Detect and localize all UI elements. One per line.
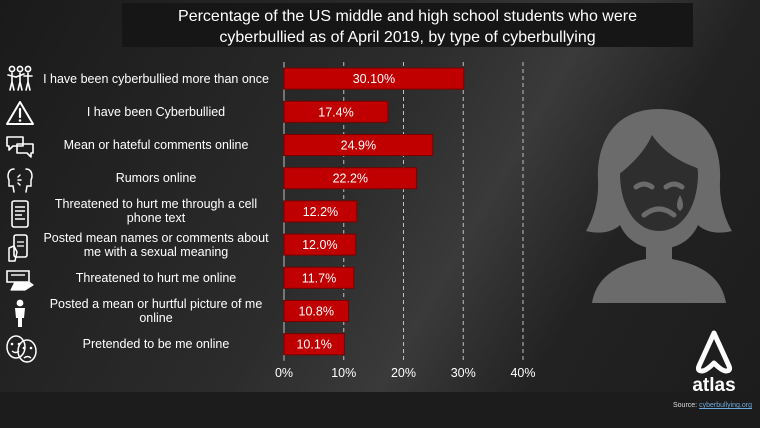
- bar: [283, 233, 357, 256]
- person-icon: [15, 299, 25, 327]
- sad-girl-icon: [586, 109, 732, 303]
- bar: [283, 266, 355, 289]
- masks-icon: [6, 335, 37, 363]
- bar: [283, 100, 389, 123]
- source-link[interactable]: cyberbullying.org: [699, 402, 752, 409]
- phone-message-icon: [11, 200, 29, 228]
- title-line-2: cyberbullied as of April 2019, by type o…: [219, 29, 596, 46]
- x-tick-label: 10%: [331, 366, 356, 380]
- bar-data-label: 10.8%: [299, 305, 334, 319]
- laptop-hand-icon: [6, 270, 34, 291]
- bar-data-label: 24.9%: [341, 139, 376, 153]
- category-label: Pretended to be me online: [36, 328, 276, 361]
- footer-band: [0, 392, 760, 428]
- source-note: Source: cyberbullying.org: [673, 402, 752, 409]
- bar: [283, 167, 418, 190]
- category-label-line: online: [139, 310, 173, 325]
- category-label-line: I have been Cyberbullied: [86, 104, 226, 119]
- atlas-logo-text: atlas: [692, 375, 736, 396]
- category-label: Threatened to hurt me through a cell phon…: [36, 195, 276, 228]
- source-prefix: Source:: [673, 402, 698, 409]
- category-label-line: Threatened to hurt me through a cell: [54, 197, 258, 212]
- category-label: Threatened to hurt me online: [36, 261, 276, 294]
- x-tick-label: 0%: [275, 366, 293, 380]
- bar-data-label: 10.1%: [296, 338, 331, 352]
- bar: [283, 134, 434, 156]
- category-label-line: phone text: [126, 211, 186, 226]
- bar: [283, 300, 350, 322]
- category-label: Posted mean names or comments about me wi…: [36, 228, 276, 261]
- title-line-1: Percentage of the US middle and high sch…: [178, 8, 637, 25]
- category-label-line: Posted mean names or comments about: [43, 230, 269, 245]
- bar: [283, 333, 345, 356]
- x-tick-label: 20%: [391, 366, 416, 380]
- category-label-line: me with a sexual meaning: [83, 244, 229, 259]
- atlas-logo-icon: [695, 330, 733, 374]
- category-label: I have been cyberbullied more than once: [36, 62, 276, 95]
- crowd-icon: [7, 65, 33, 91]
- warning-icon: [6, 101, 34, 125]
- category-label-line: Rumors online: [115, 171, 197, 186]
- bar-data-label: 12.2%: [303, 205, 338, 219]
- category-label-line: Posted a mean or hurtful picture of me: [49, 296, 263, 311]
- category-label-line: Mean or hateful comments online: [63, 137, 249, 152]
- category-label-line: Pretended to be me online: [82, 337, 230, 352]
- phone-hand-icon: [8, 234, 28, 262]
- category-label: Posted a mean or hurtful picture of me on…: [36, 294, 276, 327]
- icon-column: [0, 62, 40, 372]
- bar-data-label: 12.0%: [302, 238, 337, 252]
- bar-data-label: 22.2%: [333, 172, 368, 186]
- category-label: Mean or hateful comments online: [36, 128, 276, 161]
- chart-title: Percentage of the US middle and high sch…: [122, 3, 693, 47]
- bar: [283, 67, 465, 90]
- atlas-logo: atlas: [682, 330, 746, 397]
- chat-bubbles-icon: [6, 136, 34, 158]
- bar-data-label: 11.7%: [302, 271, 337, 285]
- x-tick-label: 40%: [510, 366, 535, 380]
- category-label-line: I have been cyberbullied more than once: [43, 71, 269, 86]
- x-tick-label: 30%: [451, 366, 476, 380]
- category-label-line: Threatened to hurt me online: [75, 270, 237, 285]
- category-label: I have been Cyberbullied: [36, 95, 276, 128]
- bar-data-label: 30.10%: [353, 72, 395, 86]
- whisper-faces-icon: [7, 168, 33, 193]
- category-label: Rumors online: [36, 162, 276, 195]
- bar: [283, 200, 358, 223]
- bar-data-label: 17.4%: [318, 105, 353, 119]
